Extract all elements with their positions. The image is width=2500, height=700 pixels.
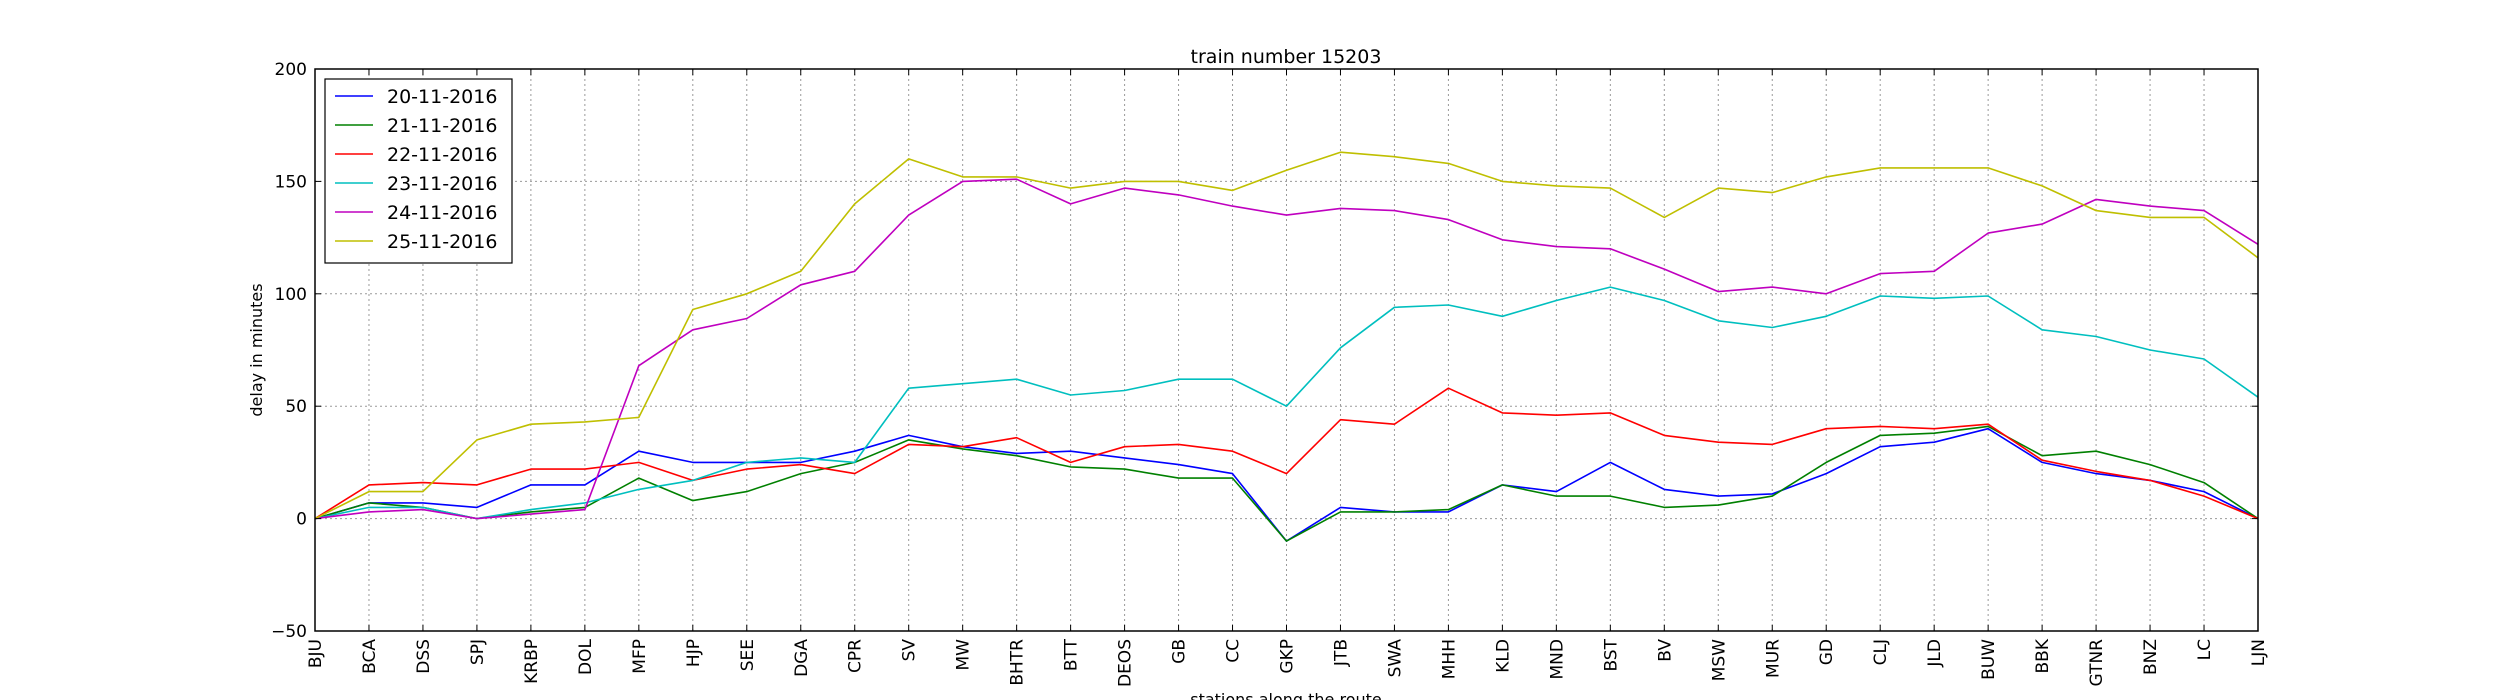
x-tick-labels: BJU BCA DSS SPJ KRBP DOL MFP HJP SEE DGA CPR SV MW BH… [306,69,2269,687]
y-axis-label: delay in minutes [247,283,266,416]
legend-label: 22-11-2016 [387,144,497,166]
chart-title: train number 15203 [1191,46,1382,68]
x-tick-label-deos: DEOS [1116,639,1136,687]
x-tick-label-hjp: HJP [684,639,704,667]
x-tick-label-dga: DGA [792,639,812,677]
x-tick-label-spj: SPJ [468,639,488,665]
x-tick-label-bca: BCA [360,639,380,674]
x-tick-label-gd: GD [1817,639,1837,665]
x-tick-label-mfp: MFP [630,639,650,674]
legend-label: 24-11-2016 [387,202,497,224]
y-tick-label: 150 [275,172,307,192]
x-tick-label-dol: DOL [576,638,596,674]
y-tick-label: 100 [275,285,307,305]
legend: 20-11-2016 21-11-2016 22-11-2016 23-11-2016… [324,78,513,264]
legend-label: 23-11-2016 [387,173,497,195]
x-tick-label-bv: BV [1655,639,1675,662]
y-tick-labels: −50 0 50 100 150 200 [271,60,2258,642]
legend-label: 25-11-2016 [387,231,497,253]
legend-box [324,78,513,264]
series-line-23-11-2016 [314,286,2259,520]
x-tick-label-bju: BJU [306,639,326,668]
x-tick-label-see: SEE [738,639,758,671]
x-tick-label-bbk: BBK [2033,638,2053,673]
x-tick-label-buw: BUW [1979,639,1999,680]
x-tick-label-clj: CLJ [1871,639,1891,665]
series-line-21-11-2016 [314,425,2259,542]
x-tick-label-bhtr: BHTR [1008,639,1028,686]
x-tick-label-cc: CC [1224,639,1244,663]
x-tick-label-mw: MW [954,639,974,671]
x-tick-label-gtnr: GTNR [2087,639,2107,687]
x-tick-label-kld: KLD [1493,639,1513,673]
series-lines [314,151,2259,542]
x-tick-label-jtb: JTB [1331,639,1351,667]
x-tick-label-dss: DSS [414,639,434,674]
series-line-24-11-2016 [314,178,2259,520]
series-line-25-11-2016 [314,151,2259,520]
y-tick-label: 0 [296,510,307,530]
x-tick-label-msw: MSW [1709,639,1729,681]
x-tick-label-sv: SV [900,639,920,662]
x-tick-label-mhh: MHH [1439,639,1459,679]
x-tick-label-btt: BTT [1062,638,1082,671]
x-tick-label-jld: JLD [1925,639,1945,668]
y-tick-label: −50 [271,622,307,642]
x-tick-label-cpr: CPR [846,639,866,673]
series-line-22-11-2016 [314,387,2259,520]
x-tick-label-lc: LC [2195,639,2215,660]
x-tick-label-swa: SWA [1385,639,1405,678]
x-tick-label-mur: MUR [1763,639,1783,678]
x-axis-label: stations along the route [1190,690,1382,700]
x-tick-label-bnz: BNZ [2141,639,2161,675]
x-tick-label-krbp: KRBP [522,639,542,684]
x-tick-label-gkp: GKP [1278,639,1298,674]
x-tick-label-bst: BST [1601,638,1621,671]
x-tick-label-ljn: LJN [2249,639,2269,666]
y-tick-label: 200 [275,60,307,80]
legend-label: 20-11-2016 [387,86,497,108]
x-tick-label-mnd: MND [1547,639,1567,679]
grid-lines [314,68,2259,632]
legend-label: 21-11-2016 [387,115,497,137]
x-tick-label-gb: GB [1170,639,1190,664]
y-tick-label: 50 [285,397,307,417]
